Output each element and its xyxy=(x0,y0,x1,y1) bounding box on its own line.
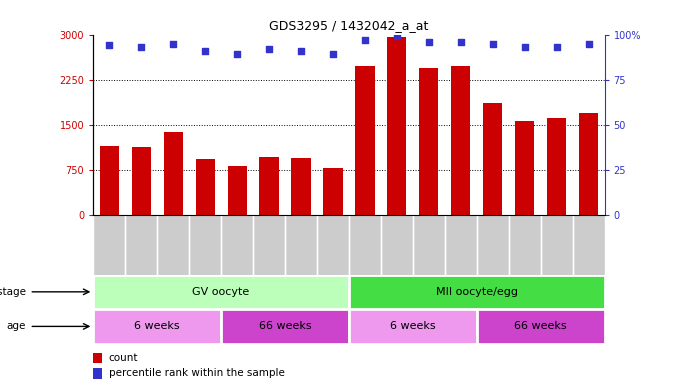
Text: count: count xyxy=(108,353,138,363)
Bar xyxy=(419,68,438,215)
Bar xyxy=(451,66,471,215)
Bar xyxy=(355,66,375,215)
Bar xyxy=(477,309,605,344)
Point xyxy=(135,44,146,50)
Bar xyxy=(349,309,477,344)
Text: MII oocyte/egg: MII oocyte/egg xyxy=(436,287,518,297)
Text: 6 weeks: 6 weeks xyxy=(390,321,436,331)
Point xyxy=(455,39,466,45)
Point xyxy=(424,39,435,45)
Bar xyxy=(221,309,349,344)
Text: age: age xyxy=(7,321,26,331)
Point xyxy=(200,48,211,54)
Bar xyxy=(100,146,119,215)
Text: GV oocyte: GV oocyte xyxy=(193,287,249,297)
Bar xyxy=(259,157,278,215)
Bar xyxy=(164,132,182,215)
Text: 66 weeks: 66 weeks xyxy=(514,321,567,331)
Text: 6 weeks: 6 weeks xyxy=(134,321,180,331)
Bar xyxy=(323,167,343,215)
Text: 66 weeks: 66 weeks xyxy=(258,321,312,331)
Bar xyxy=(349,275,605,309)
Bar xyxy=(93,275,349,309)
Bar xyxy=(292,159,310,215)
Point xyxy=(328,51,339,58)
Bar xyxy=(131,147,151,215)
Point xyxy=(519,44,530,50)
Point xyxy=(551,44,562,50)
Point xyxy=(487,41,498,47)
Bar xyxy=(196,159,215,215)
Bar xyxy=(547,118,566,215)
Bar xyxy=(93,353,102,363)
Bar xyxy=(93,309,221,344)
Point xyxy=(231,51,243,58)
Point xyxy=(296,48,307,54)
Bar xyxy=(93,368,102,379)
Text: development stage: development stage xyxy=(0,287,26,297)
Point xyxy=(104,42,115,48)
Point xyxy=(359,37,370,43)
Text: percentile rank within the sample: percentile rank within the sample xyxy=(108,368,285,378)
Bar xyxy=(515,121,534,215)
Bar xyxy=(483,103,502,215)
Point xyxy=(168,41,179,47)
Title: GDS3295 / 1432042_a_at: GDS3295 / 1432042_a_at xyxy=(269,19,428,32)
Point xyxy=(263,46,274,52)
Point xyxy=(583,41,594,47)
Bar xyxy=(227,166,247,215)
Bar xyxy=(387,37,406,215)
Bar xyxy=(579,113,598,215)
Point xyxy=(391,33,402,40)
